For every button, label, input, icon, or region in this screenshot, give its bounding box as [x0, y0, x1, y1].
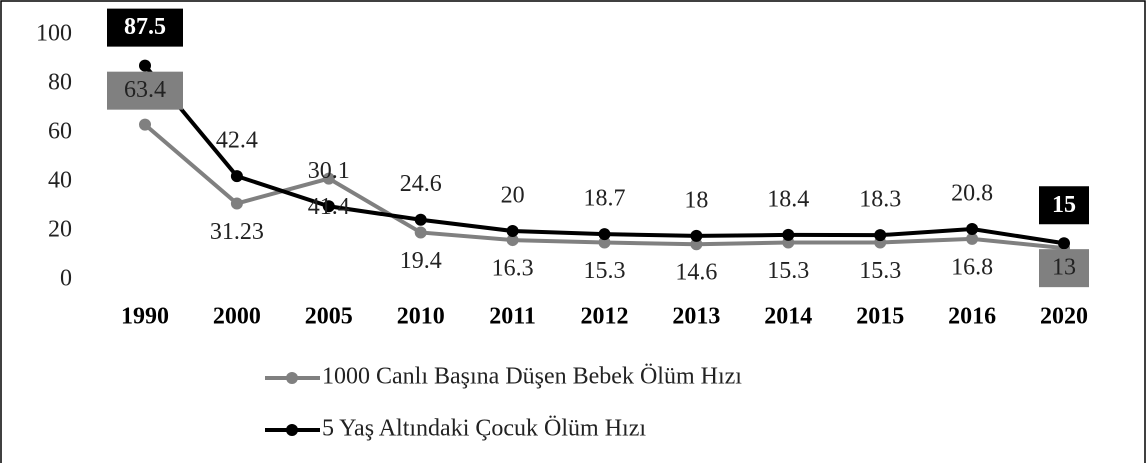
point	[782, 228, 795, 241]
x-tick-label: 2000	[213, 304, 261, 330]
x-tick-label: 1990	[121, 304, 169, 330]
point	[506, 225, 519, 237]
x-tick-label: 2005	[305, 304, 353, 330]
data-label: 13	[1052, 255, 1076, 281]
point	[1058, 237, 1070, 250]
x-tick-label: 2011	[489, 304, 536, 330]
legend-label: 5 Yaş Altındaki Çocuk Ölüm Hızı	[322, 416, 646, 442]
point	[966, 223, 979, 236]
x-tick-label: 2013	[672, 304, 720, 330]
y-tick-label: 0	[60, 266, 72, 292]
data-label: 18.4	[767, 186, 809, 212]
x-tick-label: 2010	[397, 304, 445, 330]
point	[322, 200, 335, 213]
data-label-box	[107, 71, 183, 110]
legend-label: 1000 Canlı Başına Düşen Bebek Ölüm Hızı	[322, 364, 742, 390]
point	[139, 59, 151, 72]
x-tick-label: 2016	[948, 304, 996, 330]
data-label: 24.6	[400, 171, 442, 197]
x-tick-label: 2020	[1040, 304, 1088, 330]
point	[598, 228, 611, 241]
data-label: 16.8	[951, 254, 993, 280]
x-tick-label: 2015	[856, 304, 904, 330]
data-label: 20	[501, 183, 525, 209]
data-label: 20.8	[951, 181, 993, 207]
data-label: 14.6	[675, 260, 717, 286]
data-label: 15.3	[859, 258, 901, 284]
point	[966, 232, 979, 245]
data-label: 31.23	[210, 219, 264, 245]
y-tick-label: 100	[36, 21, 72, 47]
point	[322, 172, 335, 185]
data-label: 15.3	[767, 258, 809, 284]
data-label-box	[107, 8, 183, 47]
point	[598, 236, 611, 249]
legend-marker	[286, 372, 298, 384]
point	[414, 226, 427, 239]
point	[139, 118, 151, 131]
y-tick-label: 20	[48, 217, 72, 243]
point	[230, 197, 243, 210]
x-tick-label: 2012	[581, 304, 629, 330]
data-label: 15.3	[584, 258, 626, 284]
data-label: 15	[1052, 192, 1076, 218]
data-label-box	[1039, 249, 1089, 288]
y-tick-label: 80	[48, 70, 72, 96]
data-label: 16.3	[492, 256, 534, 282]
x-tick-label: 2014	[764, 304, 812, 330]
data-label: 30.1	[308, 158, 350, 184]
point	[874, 229, 887, 242]
legend-marker	[286, 424, 298, 436]
data-label: 42.4	[216, 128, 258, 154]
y-tick-label: 40	[48, 168, 72, 194]
data-label: 19.4	[400, 248, 442, 274]
data-label: 41.4	[308, 194, 350, 220]
series-line	[143, 64, 1065, 246]
data-label: 18.3	[859, 187, 901, 213]
data-label: 18	[684, 187, 708, 213]
data-label-box	[1039, 186, 1089, 225]
data-label: 18.7	[584, 186, 626, 212]
point	[506, 234, 519, 247]
point	[690, 229, 703, 242]
data-label: 63.4	[124, 77, 166, 103]
data-label: 87.5	[124, 14, 166, 40]
point	[690, 238, 703, 251]
point	[414, 213, 427, 226]
y-tick-label: 60	[48, 119, 72, 145]
point	[230, 170, 243, 183]
